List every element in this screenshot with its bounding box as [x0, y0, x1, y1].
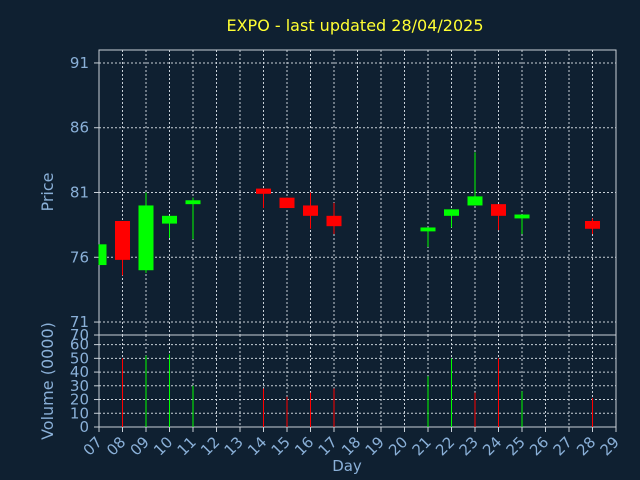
price-tick-label: 91	[70, 54, 89, 72]
volume-panel: 0102030405060070809101112131415161718192…	[70, 334, 623, 459]
chart-title: EXPO - last updated 28/04/2025	[226, 16, 483, 35]
volume-tick-label: 30	[70, 377, 89, 395]
candle-body	[444, 209, 459, 216]
x-tick-label: 16	[291, 433, 317, 459]
candle-body	[279, 197, 295, 209]
x-tick-label: 11	[174, 433, 200, 459]
price-tick-label: 76	[70, 248, 89, 266]
price-tick-label: 86	[70, 119, 89, 137]
x-tick-label: 08	[103, 433, 129, 459]
candle-body	[303, 205, 318, 216]
volume-tick-label: 60	[70, 336, 89, 354]
candle-body	[185, 200, 201, 205]
x-tick-label: 28	[573, 433, 599, 459]
price-tick-label: 81	[70, 184, 89, 202]
x-tick-label: 10	[150, 433, 176, 459]
candle-body	[162, 215, 177, 224]
x-tick-label: 09	[127, 433, 153, 459]
x-tick-label: 29	[597, 433, 623, 459]
volume-tick-label: 0	[79, 418, 89, 436]
x-tick-label: 07	[80, 433, 106, 459]
x-tick-label: 15	[268, 433, 294, 459]
x-tick-label: 25	[503, 433, 529, 459]
candle-body	[115, 221, 130, 260]
x-tick-label: 24	[479, 433, 505, 459]
x-tick-label: 18	[338, 433, 364, 459]
x-tick-label: 23	[456, 433, 482, 459]
x-tick-label: 17	[315, 433, 341, 459]
x-axis-label: Day	[332, 457, 362, 475]
price-axis-label: Price	[38, 172, 57, 211]
x-tick-label: 27	[550, 433, 576, 459]
x-tick-label: 19	[362, 433, 388, 459]
price-tick-label: 70	[70, 326, 89, 344]
volume-tick-label: 10	[70, 404, 89, 422]
volume-tick-label: 50	[70, 349, 89, 367]
x-tick-label: 22	[432, 433, 458, 459]
volume-tick-label: 40	[70, 363, 89, 381]
candle-body	[99, 244, 107, 266]
x-tick-label: 12	[197, 433, 223, 459]
x-tick-label: 26	[526, 433, 552, 459]
price-tick-label: 71	[70, 313, 89, 331]
volume-tick-label: 20	[70, 391, 89, 409]
candle-body	[256, 188, 271, 194]
candle-body	[138, 205, 154, 271]
candle-body	[585, 221, 600, 229]
volume-axis-label: Volume (0000)	[38, 322, 57, 440]
x-tick-label: 21	[409, 433, 435, 459]
x-tick-label: 20	[385, 433, 411, 459]
candle-body	[467, 196, 483, 206]
candle-body	[491, 204, 506, 216]
candle-body	[514, 214, 530, 219]
candle-body	[420, 227, 436, 232]
x-tick-label: 14	[244, 433, 270, 459]
candle-body	[326, 215, 342, 227]
x-tick-label: 13	[221, 433, 247, 459]
